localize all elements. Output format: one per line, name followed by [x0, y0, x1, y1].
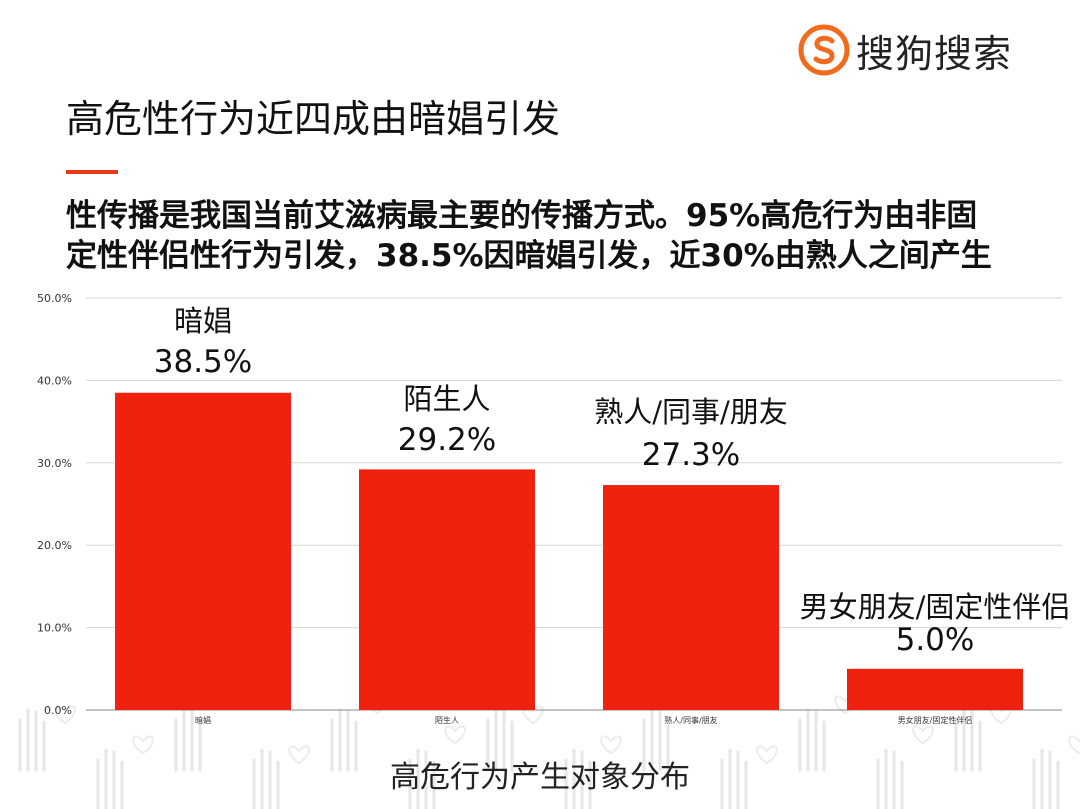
hand-icon	[486, 708, 514, 772]
bar-annotation-label: 陌生人	[403, 382, 490, 416]
bar-annotation-label: 男女朋友/固定性伴侣	[800, 590, 1071, 624]
hand-icon	[954, 708, 982, 772]
bar-annotation-label: 暗娼	[174, 304, 232, 338]
title-accent-line	[66, 170, 118, 174]
hand-icon	[252, 748, 280, 809]
hand-icon	[1032, 748, 1060, 809]
subtitle-line-2: 定性伴侣性行为引发，38.5%因暗娼引发，近30%由熟人之间产生	[66, 238, 992, 274]
y-tick-label: 0.0%	[44, 704, 72, 717]
heart-icon	[54, 705, 76, 725]
bar-value-label: 5.0%	[896, 622, 975, 658]
hand-icon	[96, 748, 124, 809]
y-tick-label: 30.0%	[37, 457, 72, 470]
hand-icon	[330, 708, 358, 772]
x-tick-label: 陌生人	[435, 715, 459, 725]
bar	[847, 668, 1023, 710]
sogou-logo: 搜狗搜索	[798, 22, 1012, 78]
hand-icon	[720, 748, 748, 809]
hand-icon	[564, 748, 592, 809]
bar-chart: 0.0%10.0%20.0%30.0%40.0%50.0%暗娼暗娼38.5%陌生…	[37, 292, 1071, 725]
hand-icon	[798, 708, 826, 772]
subtitle-line-1: 性传播是我国当前艾滋病最主要的传播方式。95%高危行为由非固	[66, 198, 978, 234]
heart-icon	[756, 745, 778, 765]
x-tick-label: 熟人/同事/朋友	[664, 715, 717, 725]
hand-icon	[876, 748, 904, 809]
bar-value-label: 27.3%	[642, 437, 740, 473]
brand-name: 搜狗搜索	[856, 31, 1013, 76]
x-tick-label: 暗娼	[195, 715, 211, 725]
x-tick-label: 男女朋友/固定性伴侣	[898, 715, 973, 725]
heart-icon	[444, 725, 466, 745]
bar	[115, 392, 291, 710]
hand-icon	[642, 708, 670, 772]
bar	[603, 485, 779, 710]
y-tick-label: 20.0%	[37, 539, 72, 552]
page-title: 高危性行为近四成由暗娼引发	[66, 97, 561, 141]
bar-value-label: 38.5%	[154, 344, 252, 380]
heart-icon	[288, 745, 310, 765]
y-tick-label: 40.0%	[37, 374, 72, 387]
sogou-s-icon	[798, 24, 850, 76]
hand-icon	[18, 708, 46, 772]
y-tick-label: 50.0%	[37, 292, 72, 305]
bar-value-label: 29.2%	[398, 422, 496, 458]
x-axis-title: 高危行为产生对象分布	[390, 760, 690, 795]
hand-icon	[408, 748, 436, 809]
heart-icon	[1068, 735, 1080, 755]
y-tick-label: 10.0%	[37, 622, 72, 635]
bar	[359, 469, 535, 710]
bar-annotation-label: 熟人/同事/朋友	[594, 395, 788, 429]
hand-icon	[174, 708, 202, 772]
heart-icon	[912, 725, 934, 745]
heart-icon	[132, 735, 154, 755]
subtitle: 性传播是我国当前艾滋病最主要的传播方式。95%高危行为由非固 定性伴侣性行为引发…	[66, 196, 1056, 276]
heart-icon	[600, 735, 622, 755]
